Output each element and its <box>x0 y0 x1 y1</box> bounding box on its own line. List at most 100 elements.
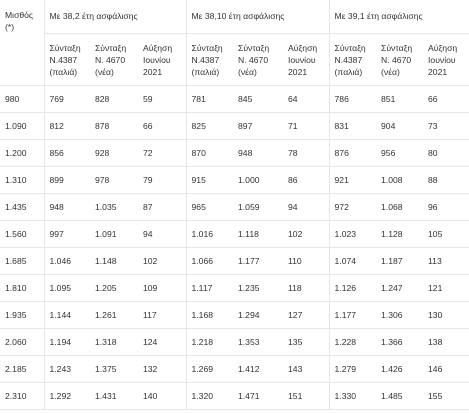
salary-cell: 1.090 <box>0 112 44 140</box>
value-cell: 1.292 <box>43 382 90 410</box>
value-cell: 972 <box>328 193 377 221</box>
subheader-line: Ν. 4670 <box>95 54 126 65</box>
value-cell: 73 <box>423 112 469 140</box>
value-cell: 781 <box>185 85 234 113</box>
value-cell: 978 <box>90 166 138 194</box>
subheader-june-increase: Αύξηση Ιουνίου 2021 <box>138 33 187 86</box>
salary-cell: 1.200 <box>0 139 44 167</box>
subheader-line: Σύνταξη <box>238 42 270 53</box>
value-cell: 66 <box>138 112 187 140</box>
value-cell: 997 <box>43 220 90 248</box>
value-cell: 110 <box>283 247 330 275</box>
value-cell: 1.128 <box>376 220 424 248</box>
salary-cell: 2.185 <box>0 355 44 383</box>
value-cell: 1.306 <box>376 301 424 329</box>
subheader-new-pension: Σύνταξη Ν. 4670 (νέα) <box>376 33 424 86</box>
table-row: 1.935 1.144 1.261 117 1.168 1.294 127 1.177 1.30… <box>0 301 469 329</box>
subheader-line: Ιουνίου <box>428 54 456 65</box>
subheader-line: Αύξηση <box>288 42 318 53</box>
value-cell: 956 <box>376 139 424 167</box>
value-cell: 1.000 <box>233 166 284 194</box>
value-cell: 1.046 <box>43 247 90 275</box>
salary-cell: 1.935 <box>0 301 44 329</box>
value-cell: 140 <box>138 382 187 410</box>
value-cell: 1.269 <box>185 355 234 383</box>
value-cell: 105 <box>423 220 469 248</box>
value-cell: 870 <box>185 139 234 167</box>
subheader-line: Σύνταξη <box>49 42 81 53</box>
value-cell: 79 <box>138 166 187 194</box>
value-cell: 1.177 <box>233 247 284 275</box>
table-row: 1.310 899 978 79 915 1.000 86 921 1.008 88 <box>0 166 469 194</box>
table-row: 2.310 1.292 1.431 140 1.320 1.471 151 1.330 1.48… <box>0 382 469 410</box>
value-cell: 80 <box>423 139 469 167</box>
value-cell: 132 <box>138 355 187 383</box>
salary-cell: 1.310 <box>0 166 44 194</box>
subheader-old-pension: Σύνταξη Ν.4387 (παλιά) <box>328 33 377 86</box>
value-cell: 102 <box>283 220 330 248</box>
value-cell: 899 <box>43 166 90 194</box>
subheader-line: Ιουνίου <box>288 54 316 65</box>
value-cell: 1.205 <box>90 274 138 302</box>
value-cell: 143 <box>283 355 330 383</box>
value-cell: 769 <box>43 85 90 113</box>
salary-cell: 1.810 <box>0 274 44 302</box>
value-cell: 155 <box>423 382 469 410</box>
value-cell: 1.279 <box>328 355 377 383</box>
subheader-line: Ν. 4670 <box>381 54 412 65</box>
table-body: 980 769 828 59 781 845 64 786 851 66 1.090 812 878 66… <box>0 85 469 410</box>
value-cell: 921 <box>328 166 377 194</box>
value-cell: 124 <box>138 328 187 356</box>
value-cell: 1.218 <box>185 328 234 356</box>
salary-cell: 980 <box>0 85 44 113</box>
value-cell: 812 <box>43 112 90 140</box>
subheader-old-pension: Σύνταξη Ν.4387 (παλιά) <box>43 33 90 86</box>
value-cell: 135 <box>283 328 330 356</box>
value-cell: 1.023 <box>328 220 377 248</box>
value-cell: 1.035 <box>90 193 138 221</box>
value-cell: 1.059 <box>233 193 284 221</box>
value-cell: 1.294 <box>233 301 284 329</box>
subheader-line: Ν.4387 <box>191 54 220 65</box>
value-cell: 897 <box>233 112 284 140</box>
value-cell: 904 <box>376 112 424 140</box>
value-cell: 113 <box>423 247 469 275</box>
subheader-line: (παλιά) <box>191 66 220 77</box>
value-cell: 1.068 <box>376 193 424 221</box>
salary-header: Μισθός (*) <box>0 0 44 86</box>
table-row: 1.560 997 1.091 94 1.016 1.118 102 1.023 1.128 10… <box>0 220 469 248</box>
value-cell: 1.235 <box>233 274 284 302</box>
value-cell: 1.471 <box>233 382 284 410</box>
value-cell: 1.366 <box>376 328 424 356</box>
subheader-june-increase: Αύξηση Ιουνίου 2021 <box>283 33 330 86</box>
value-cell: 66 <box>423 85 469 113</box>
table-header: Μισθός (*) Με 38,2 έτη ασφάλισης Με 38,10… <box>0 0 469 86</box>
value-cell: 1.375 <box>90 355 138 383</box>
group-header-39-1: Με 39,1 έτη ασφάλισης <box>328 0 469 34</box>
subheader-line: Αύξηση <box>143 42 173 53</box>
subheader-line: Ιουνίου <box>143 54 171 65</box>
value-cell: 878 <box>90 112 138 140</box>
salary-cell: 2.060 <box>0 328 44 356</box>
value-cell: 948 <box>233 139 284 167</box>
value-cell: 845 <box>233 85 284 113</box>
subheader-line: Ν.4387 <box>49 54 78 65</box>
salary-cell: 1.560 <box>0 220 44 248</box>
value-cell: 1.091 <box>90 220 138 248</box>
subheader-line: (νέα) <box>381 66 400 77</box>
value-cell: 1.243 <box>43 355 90 383</box>
table-row: 1.435 948 1.035 87 965 1.059 94 972 1.068 96 <box>0 193 469 221</box>
value-cell: 86 <box>283 166 330 194</box>
subheader-old-pension: Σύνταξη Ν.4387 (παλιά) <box>185 33 234 86</box>
value-cell: 1.148 <box>90 247 138 275</box>
value-cell: 915 <box>185 166 234 194</box>
subheader-line: (νέα) <box>95 66 114 77</box>
value-cell: 109 <box>138 274 187 302</box>
subheader-new-pension: Σύνταξη Ν. 4670 (νέα) <box>90 33 138 86</box>
value-cell: 127 <box>283 301 330 329</box>
subheader-line: Ν. 4670 <box>238 54 269 65</box>
value-cell: 78 <box>283 139 330 167</box>
value-cell: 1.426 <box>376 355 424 383</box>
value-cell: 1.187 <box>376 247 424 275</box>
value-cell: 1.074 <box>328 247 377 275</box>
